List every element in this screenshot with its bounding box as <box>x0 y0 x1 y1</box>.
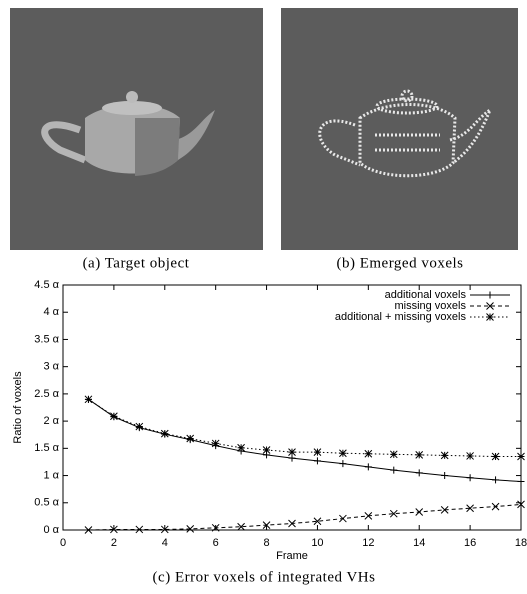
x-tick-label: 0 <box>60 537 66 549</box>
marker <box>518 453 525 460</box>
legend-label: additional + missing voxels <box>335 311 467 323</box>
marker <box>212 440 219 447</box>
marker <box>416 451 423 458</box>
marker <box>289 455 296 462</box>
marker <box>467 452 474 459</box>
marker <box>314 449 321 456</box>
x-tick-label: 8 <box>263 537 269 549</box>
x-tick-label: 14 <box>413 537 425 549</box>
x-tick-label: 2 <box>111 537 117 549</box>
marker <box>136 526 143 533</box>
caption: (a) Target object <box>83 255 190 271</box>
x-tick-label: 4 <box>162 537 168 549</box>
marker <box>85 396 92 403</box>
marker <box>467 474 474 481</box>
marker <box>492 476 499 483</box>
figure: (a) Target object (b) Emerged voxels 0 α… <box>0 0 527 589</box>
marker <box>339 460 346 467</box>
x-tick-label: 10 <box>311 537 323 549</box>
line <box>88 504 521 530</box>
x-tick-label: 12 <box>362 537 374 549</box>
marker <box>161 430 168 437</box>
line <box>88 399 521 481</box>
y-tick-label: 3.5 α <box>34 333 59 345</box>
marker <box>441 472 448 479</box>
marker <box>390 451 397 458</box>
marker <box>263 446 270 453</box>
marker <box>314 457 321 464</box>
x-tick-label: 16 <box>464 537 476 549</box>
marker <box>136 423 143 430</box>
y-axis-label: Ratio of voxels <box>12 371 24 444</box>
marker <box>187 435 194 442</box>
marker <box>339 450 346 457</box>
y-tick-label: 1 α <box>43 469 59 481</box>
caption: (b) Emerged voxels <box>336 255 463 271</box>
y-tick-label: 2.5 α <box>34 388 59 400</box>
marker <box>110 413 117 420</box>
marker <box>441 452 448 459</box>
marker <box>492 503 499 510</box>
y-tick-label: 4 α <box>43 306 59 318</box>
marker <box>365 463 372 470</box>
chart: 0 α 0.5 α 1 α 1.5 α 2 α 2.5 α 3 α 3.5 α 4 α 4.5 α… <box>12 279 527 586</box>
line <box>88 399 521 456</box>
x-axis-label: Frame <box>276 550 308 562</box>
y-tick-label: 1.5 α <box>34 442 59 454</box>
caption: (c) Error voxels of integrated VHs <box>153 569 376 585</box>
y-tick-label: 2 α <box>43 415 59 427</box>
marker <box>492 453 499 460</box>
y-tick-label: 4.5 α <box>34 279 59 291</box>
y-tick-label: 0.5 α <box>34 497 59 509</box>
x-tick-label: 18 <box>515 537 527 549</box>
y-tick-label: 3 α <box>43 361 59 373</box>
marker <box>238 444 245 451</box>
marker <box>390 467 397 474</box>
y-tick-label: 0 α <box>43 524 59 536</box>
marker <box>365 450 372 457</box>
voxel-image <box>281 8 518 250</box>
marker <box>518 478 525 485</box>
marker <box>416 469 423 476</box>
marker <box>289 449 296 456</box>
marker <box>487 314 494 321</box>
marker <box>487 292 494 299</box>
x-tick-label: 6 <box>213 537 219 549</box>
